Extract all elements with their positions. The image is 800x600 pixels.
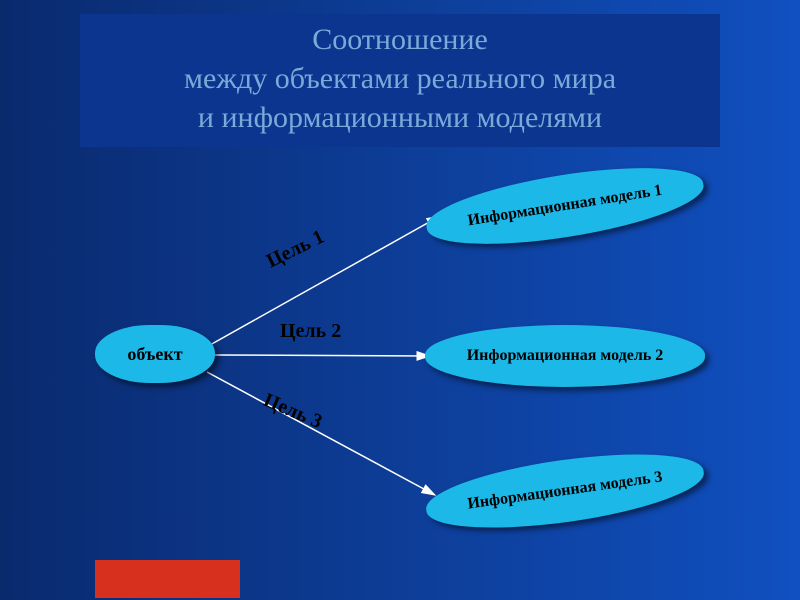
- bottom-accent-bar: [95, 560, 240, 598]
- node-model3: Информационная модель 3: [422, 441, 708, 541]
- node-model3-label: Информационная модель 3: [466, 468, 663, 513]
- edge-label-2: Цель 2: [280, 320, 341, 343]
- edge-label-1: Цель 1: [263, 226, 328, 274]
- node-model2: Информационная модель 2: [425, 325, 705, 387]
- node-model1: Информационная модель 1: [422, 153, 708, 258]
- title-block: Соотношение между объектами реального ми…: [80, 14, 720, 147]
- title-line-3: и информационными моделями: [80, 98, 720, 137]
- node-model2-label: Информационная модель 2: [467, 347, 664, 365]
- title-line-1: Соотношение: [80, 20, 720, 59]
- node-object-label: объект: [127, 344, 182, 365]
- node-model1-label: Информационная модель 1: [467, 182, 664, 231]
- slide: Соотношение между объектами реального ми…: [0, 0, 800, 600]
- edge-label-3: Цель 3: [260, 389, 325, 434]
- node-object: объект: [95, 325, 215, 383]
- title-line-2: между объектами реального мира: [80, 59, 720, 98]
